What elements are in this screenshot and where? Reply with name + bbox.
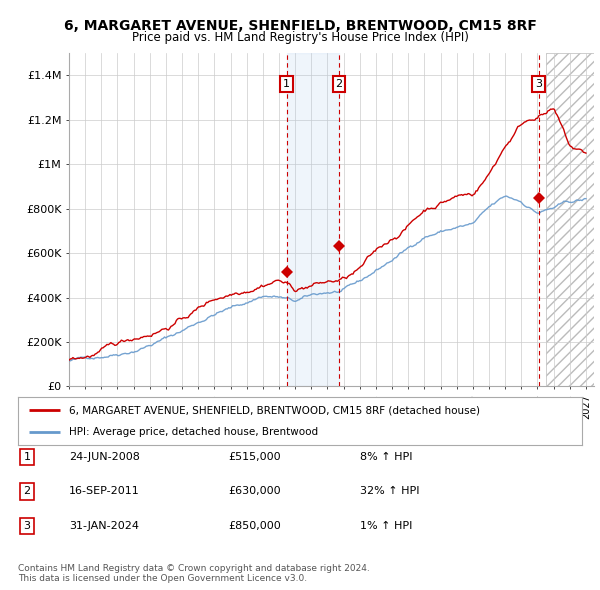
Text: 31-JAN-2024: 31-JAN-2024 [69, 521, 139, 530]
Text: Contains HM Land Registry data © Crown copyright and database right 2024.
This d: Contains HM Land Registry data © Crown c… [18, 563, 370, 583]
Text: 8% ↑ HPI: 8% ↑ HPI [360, 453, 413, 462]
Text: 6, MARGARET AVENUE, SHENFIELD, BRENTWOOD, CM15 8RF (detached house): 6, MARGARET AVENUE, SHENFIELD, BRENTWOOD… [69, 405, 480, 415]
Text: 24-JUN-2008: 24-JUN-2008 [69, 453, 140, 462]
Text: 1: 1 [283, 79, 290, 89]
Text: HPI: Average price, detached house, Brentwood: HPI: Average price, detached house, Bren… [69, 427, 318, 437]
Text: £630,000: £630,000 [228, 487, 281, 496]
Text: 1% ↑ HPI: 1% ↑ HPI [360, 521, 412, 530]
Bar [287, 53, 339, 386]
Text: 16-SEP-2011: 16-SEP-2011 [69, 487, 140, 496]
Text: £850,000: £850,000 [228, 521, 281, 530]
Text: 32% ↑ HPI: 32% ↑ HPI [360, 487, 419, 496]
Text: 6, MARGARET AVENUE, SHENFIELD, BRENTWOOD, CM15 8RF: 6, MARGARET AVENUE, SHENFIELD, BRENTWOOD… [64, 19, 536, 33]
Text: 2: 2 [23, 487, 31, 496]
Bar [545, 53, 596, 386]
Text: 3: 3 [535, 79, 542, 89]
Text: 3: 3 [23, 521, 31, 530]
Text: Price paid vs. HM Land Registry's House Price Index (HPI): Price paid vs. HM Land Registry's House … [131, 31, 469, 44]
Text: 1: 1 [23, 453, 31, 462]
Text: £515,000: £515,000 [228, 453, 281, 462]
Text: 2: 2 [335, 79, 343, 89]
